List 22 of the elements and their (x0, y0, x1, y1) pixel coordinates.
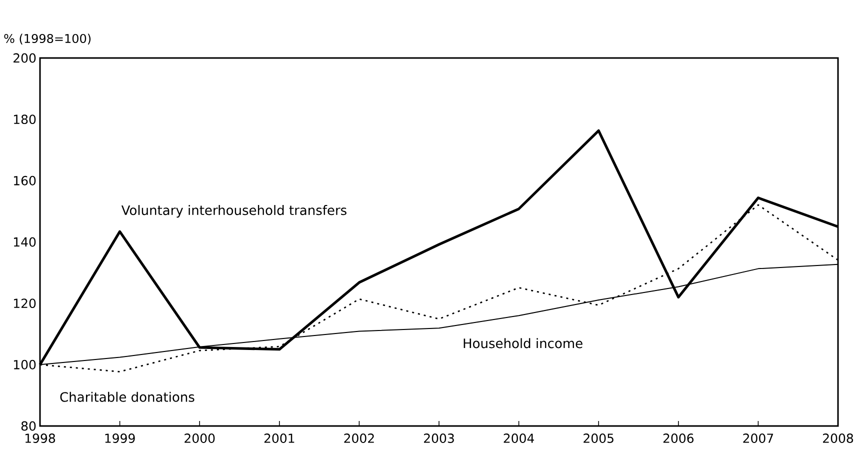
y-axis-title: % (1998=100) (4, 34, 91, 44)
x-tick-label: 2008 (823, 434, 854, 443)
x-tick-label: 2001 (264, 434, 294, 443)
y-tick-label: 120 (14, 298, 36, 308)
y-tick-label: 200 (14, 53, 36, 63)
y-tick-label: 160 (14, 176, 36, 186)
series-label: Charitable donations (60, 392, 194, 402)
series-label: Household income (464, 338, 582, 348)
y-tick-label: 140 (14, 237, 36, 247)
y-tick-label: 100 (14, 360, 36, 370)
y-tick-label: 180 (14, 114, 36, 124)
x-tick-label: 2007 (743, 434, 774, 443)
y-tick-label: 80 (21, 421, 36, 431)
x-tick-label: 1999 (105, 434, 135, 443)
x-tick-label: 2006 (663, 434, 694, 443)
x-tick-label: 2002 (344, 434, 374, 443)
x-tick-label: 2000 (184, 434, 215, 443)
x-tick-label: 2004 (504, 434, 534, 443)
x-tick-label: 1998 (25, 434, 56, 443)
series-label: Voluntary interhousehold transfers (121, 205, 346, 218)
x-tick-label: 2005 (584, 434, 614, 443)
x-tick-label: 2003 (424, 434, 454, 443)
